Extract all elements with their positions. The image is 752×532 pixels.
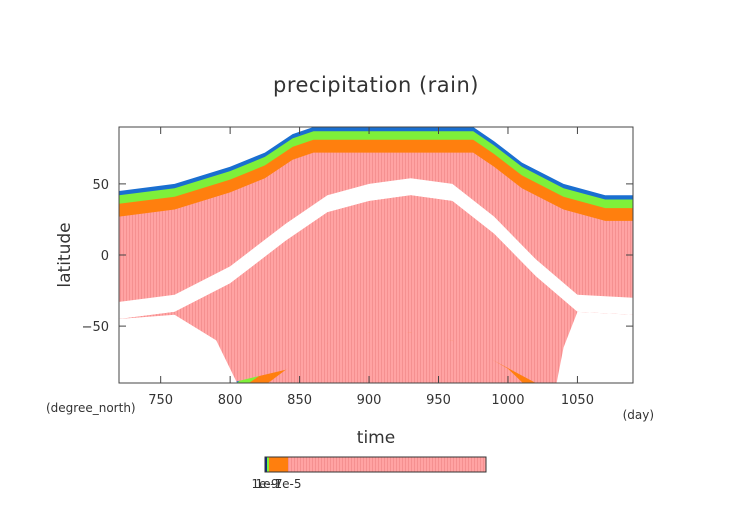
y-axis-title: latitude	[55, 222, 75, 287]
colorbar-label-1e-5: 1e-5	[275, 477, 302, 491]
x-tick-label: 1050	[561, 393, 594, 408]
chart-title: precipitation (rain)	[273, 73, 479, 97]
x-axis: 750 800 850 900 950 1000 1050	[148, 127, 594, 408]
x-tick-label: 800	[218, 393, 243, 408]
y-axis: 50 0 −50	[82, 178, 633, 335]
x-tick-label: 750	[148, 393, 173, 408]
central-pink-area	[119, 195, 633, 383]
dry-region-se	[556, 311, 633, 383]
south-band-pink	[230, 330, 550, 383]
y-tick-label: 50	[92, 178, 109, 193]
dry-region-sw	[119, 314, 238, 383]
colorbar-orange-segment	[269, 457, 288, 472]
colorbar-label-1e-7: 1e-7	[256, 477, 283, 491]
plot-area	[118, 126, 634, 384]
x-tick-label: 850	[287, 393, 312, 408]
colorbar-frame	[264, 456, 487, 473]
x-axis-unit: (day)	[623, 408, 654, 422]
colorbar-pink-segment	[288, 457, 486, 472]
x-tick-label: 1000	[491, 393, 524, 408]
y-axis-unit: (degree_north)	[46, 401, 136, 415]
precipitation-field	[119, 127, 633, 383]
x-tick-label: 900	[357, 393, 382, 408]
colorbar-label-1e-9: 1e-9	[252, 477, 279, 491]
colorbar: 1e-9 1e-7 1e-5	[252, 456, 487, 491]
y-tick-label: 0	[101, 249, 109, 264]
y-tick-label: −50	[82, 320, 109, 335]
x-tick-label: 950	[426, 393, 451, 408]
colorbar-green-segment	[267, 457, 269, 472]
x-axis-title: time	[357, 428, 395, 448]
dry-gap	[119, 178, 633, 319]
colorbar-blue-segment	[265, 457, 267, 472]
